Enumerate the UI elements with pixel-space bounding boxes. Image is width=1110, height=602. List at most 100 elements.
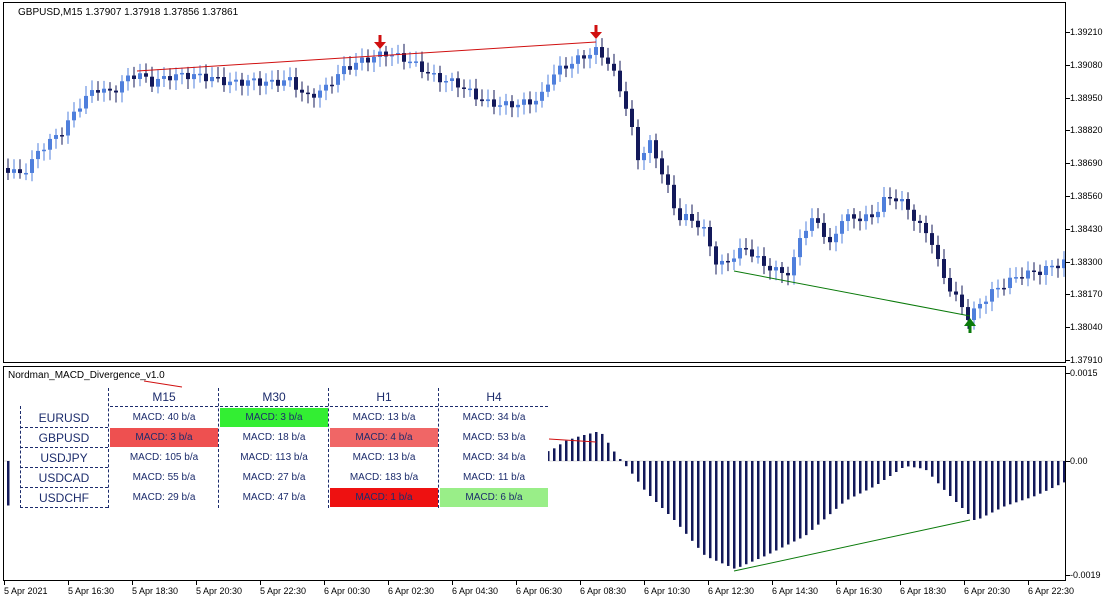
candle <box>942 249 946 285</box>
indicator-name-label: Nordman_MACD_Divergence_v1.0 <box>8 370 165 381</box>
row-divider <box>20 467 108 468</box>
time-label: 6 Apr 12:30 <box>708 586 755 596</box>
candle <box>738 238 742 266</box>
candle <box>1026 261 1030 287</box>
histogram-bar <box>691 461 694 541</box>
candle <box>240 72 244 96</box>
candle <box>432 64 436 82</box>
candle <box>846 208 850 232</box>
price-label: 1.37910 <box>1070 355 1103 365</box>
histogram-bar <box>799 461 802 539</box>
time-tick <box>68 581 69 585</box>
price-label: 1.39210 <box>1070 27 1103 37</box>
candle <box>54 128 58 149</box>
histogram-bar <box>589 433 592 461</box>
candle <box>354 53 358 77</box>
histogram-bar <box>1039 461 1042 494</box>
candle <box>384 45 388 67</box>
candle <box>90 80 94 103</box>
candle <box>594 39 598 65</box>
timeframe-header-h1: H1 <box>376 390 392 404</box>
candle <box>756 246 760 264</box>
time-tick <box>580 581 581 585</box>
histogram-bar <box>877 461 880 484</box>
column-divider <box>438 388 439 508</box>
candle <box>600 38 604 66</box>
time-label: 5 Apr 16:30 <box>68 586 115 596</box>
time-label: 6 Apr 10:30 <box>644 586 691 596</box>
candle <box>654 133 658 169</box>
time-tick <box>4 581 5 585</box>
candle <box>624 81 628 117</box>
histogram-bar <box>721 461 724 564</box>
histogram-bar <box>787 461 790 545</box>
candle <box>414 51 418 67</box>
row-divider <box>20 507 108 508</box>
time-tick <box>964 581 965 585</box>
candle <box>930 224 934 254</box>
histogram-bar <box>643 461 646 490</box>
price-label: 1.38820 <box>1070 125 1103 136</box>
candle <box>672 175 676 216</box>
candle <box>864 205 868 230</box>
histogram-bar <box>571 438 574 461</box>
candle <box>216 67 220 83</box>
candle <box>954 281 958 302</box>
candle <box>702 219 706 237</box>
candle <box>1002 278 1006 296</box>
time-tick <box>772 581 773 585</box>
histogram-bar <box>841 461 844 504</box>
histogram-bar <box>547 451 550 461</box>
candle <box>312 88 316 108</box>
histogram-bar <box>1057 461 1060 486</box>
candle <box>816 208 820 229</box>
candle <box>516 99 520 118</box>
price-chart-pane[interactable]: GBPUSD,M15 1.37907 1.37918 1.37856 1.378… <box>3 2 1066 363</box>
histogram-bar <box>769 461 772 554</box>
candle <box>252 72 256 91</box>
candle <box>342 56 346 81</box>
candle <box>294 67 298 98</box>
histogram-bar <box>991 461 994 513</box>
indicator-tick <box>1066 461 1070 462</box>
histogram-bar <box>961 461 964 508</box>
candle <box>288 67 292 87</box>
histogram-bar <box>871 461 874 488</box>
histogram-bar <box>853 461 856 497</box>
histogram-bar <box>835 461 838 509</box>
histogram-bar <box>1015 461 1018 503</box>
histogram-bar <box>883 461 886 480</box>
histogram-bar <box>751 461 754 562</box>
candle <box>264 73 268 95</box>
candle <box>606 47 610 71</box>
candle <box>552 64 556 91</box>
macd-bullish-divergence-line <box>733 519 971 572</box>
buy-arrow-icon <box>964 318 976 333</box>
candle <box>792 249 796 285</box>
candle <box>510 95 514 118</box>
bearish-divergence-line <box>136 41 597 72</box>
histogram-bar <box>775 461 778 551</box>
time-tick <box>132 581 133 585</box>
candle <box>168 68 172 90</box>
histogram-bar <box>601 433 604 461</box>
histogram-bar <box>625 461 628 467</box>
histogram-bar <box>955 461 958 502</box>
candle <box>990 281 994 312</box>
candle <box>144 63 148 83</box>
candle <box>132 66 136 88</box>
candle <box>1062 251 1065 277</box>
candle <box>1044 260 1048 285</box>
price-label: 1.38040 <box>1070 322 1103 333</box>
candle <box>996 279 1000 298</box>
histogram-bar <box>613 451 616 461</box>
candle <box>660 150 664 184</box>
histogram-bar <box>631 461 634 474</box>
candle <box>420 51 424 79</box>
candle <box>108 82 112 101</box>
candle <box>714 241 718 275</box>
candle <box>978 298 982 319</box>
macd-cell: MACD: 113 b/a <box>240 452 308 463</box>
histogram-bar <box>829 461 832 515</box>
candle <box>504 93 508 115</box>
